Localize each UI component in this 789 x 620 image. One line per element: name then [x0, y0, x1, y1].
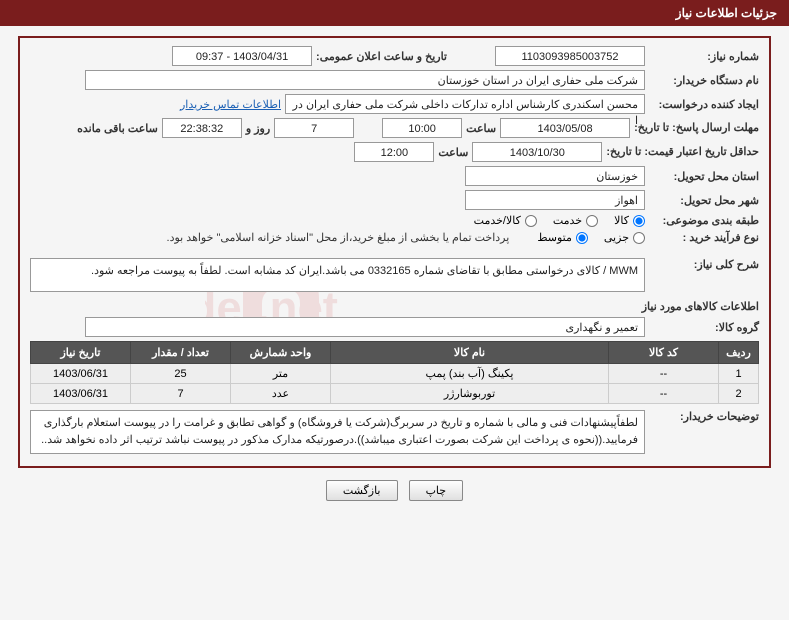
- radio-medium-label: متوسط: [537, 231, 572, 244]
- reply-deadline-label: مهلت ارسال پاسخ: تا تاریخ:: [634, 121, 759, 135]
- time-label-1: ساعت: [466, 122, 496, 135]
- radio-partial[interactable]: جزیی: [604, 231, 645, 244]
- buyer-notes-field: لطفاًپیشنهادات فنی و مالی با شماره و تار…: [30, 410, 645, 454]
- requester-label: ایجاد کننده درخواست:: [649, 98, 759, 111]
- table-row: 2 -- توربوشارژر عدد 7 1403/06/31: [31, 384, 759, 404]
- th-qty: تعداد / مقدار: [131, 342, 231, 364]
- announce-field: 1403/04/31 - 09:37: [172, 46, 312, 66]
- header-title: جزئیات اطلاعات نیاز: [676, 6, 777, 20]
- radio-medium-input[interactable]: [576, 232, 588, 244]
- radio-service-label: خدمت: [553, 214, 582, 227]
- time-label-2: ساعت: [438, 146, 468, 159]
- group-label: گروه کالا:: [649, 321, 759, 334]
- delivery-province-label: استان محل تحویل:: [649, 170, 759, 183]
- days-label: روز و: [246, 122, 270, 135]
- requester-field: محسن اسکندری کارشناس اداره تدارکات داخلی…: [285, 94, 645, 114]
- panel-header: جزئیات اطلاعات نیاز: [0, 0, 789, 26]
- cell-unit: عدد: [231, 384, 331, 404]
- radio-partial-label: جزیی: [604, 231, 629, 244]
- payment-note: پرداخت تمام یا بخشی از مبلغ خرید،از محل …: [167, 231, 510, 244]
- radio-goods[interactable]: کالا: [614, 214, 645, 227]
- items-section-title: اطلاعات کالاهای مورد نیاز: [30, 300, 759, 313]
- cell-date: 1403/06/31: [31, 364, 131, 384]
- category-radio-group: کالا خدمت کالا/خدمت: [474, 214, 645, 227]
- purchase-type-label: نوع فرآیند خرید :: [649, 231, 759, 244]
- cell-code: --: [609, 364, 719, 384]
- remaining-label: ساعت باقی مانده: [77, 122, 158, 135]
- radio-both[interactable]: کالا/خدمت: [474, 214, 537, 227]
- cell-qty: 7: [131, 384, 231, 404]
- radio-goods-input[interactable]: [633, 215, 645, 227]
- group-field: تعمیر و نگهداری: [85, 317, 645, 337]
- delivery-city-label: شهر محل تحویل:: [649, 194, 759, 207]
- main-panel: شماره نیاز: 1103093985003752 تاریخ و ساع…: [18, 36, 771, 468]
- cell-unit: متر: [231, 364, 331, 384]
- announce-label: تاریخ و ساعت اعلان عمومی:: [316, 50, 447, 63]
- buyer-org-field: شرکت ملی حفاری ایران در استان خوزستان: [85, 70, 645, 90]
- th-date: تاریخ نیاز: [31, 342, 131, 364]
- validity-date-field: 1403/10/30: [472, 142, 602, 162]
- radio-both-input[interactable]: [525, 215, 537, 227]
- reply-time-field: 10:00: [382, 118, 462, 138]
- th-name: نام کالا: [331, 342, 609, 364]
- delivery-city-field: اهواز: [465, 190, 645, 210]
- need-number-label: شماره نیاز:: [649, 50, 759, 63]
- radio-goods-label: کالا: [614, 214, 629, 227]
- radio-medium[interactable]: متوسط: [537, 231, 588, 244]
- cell-name: پکینگ (آب بند) پمپ: [331, 364, 609, 384]
- purchase-type-radio-group: جزیی متوسط: [537, 231, 645, 244]
- radio-service[interactable]: خدمت: [553, 214, 598, 227]
- buyer-org-label: نام دستگاه خریدار:: [649, 74, 759, 87]
- th-code: کد کالا: [609, 342, 719, 364]
- items-table: ردیف کد کالا نام کالا واحد شمارش تعداد /…: [30, 341, 759, 404]
- delivery-province-field: خوزستان: [465, 166, 645, 186]
- cell-row: 1: [719, 364, 759, 384]
- category-label: طبقه بندی موضوعی:: [649, 214, 759, 227]
- radio-partial-input[interactable]: [633, 232, 645, 244]
- need-number-field: 1103093985003752: [495, 46, 645, 66]
- cell-date: 1403/06/31: [31, 384, 131, 404]
- cell-code: --: [609, 384, 719, 404]
- buyer-notes-label: توضیحات خریدار:: [649, 410, 759, 423]
- radio-service-input[interactable]: [586, 215, 598, 227]
- days-field: 7: [274, 118, 354, 138]
- contact-link[interactable]: اطلاعات تماس خریدار: [180, 98, 281, 111]
- overview-label: شرح کلی نیاز:: [649, 258, 759, 271]
- remaining-time-field: 22:38:32: [162, 118, 242, 138]
- table-row: 1 -- پکینگ (آب بند) پمپ متر 25 1403/06/3…: [31, 364, 759, 384]
- cell-qty: 25: [131, 364, 231, 384]
- cell-name: توربوشارژر: [331, 384, 609, 404]
- validity-time-field: 12:00: [354, 142, 434, 162]
- button-bar: چاپ بازگشت: [0, 480, 789, 501]
- cell-row: 2: [719, 384, 759, 404]
- th-unit: واحد شمارش: [231, 342, 331, 364]
- th-row: ردیف: [719, 342, 759, 364]
- back-button[interactable]: بازگشت: [326, 480, 398, 501]
- min-validity-label: حداقل تاریخ اعتبار قیمت: تا تاریخ:: [606, 145, 759, 159]
- print-button[interactable]: چاپ: [409, 480, 464, 501]
- radio-both-label: کالا/خدمت: [474, 214, 521, 227]
- reply-date-field: 1403/05/08: [500, 118, 630, 138]
- overview-field: MWM / کالای درخواستی مطابق با تقاضای شما…: [30, 258, 645, 292]
